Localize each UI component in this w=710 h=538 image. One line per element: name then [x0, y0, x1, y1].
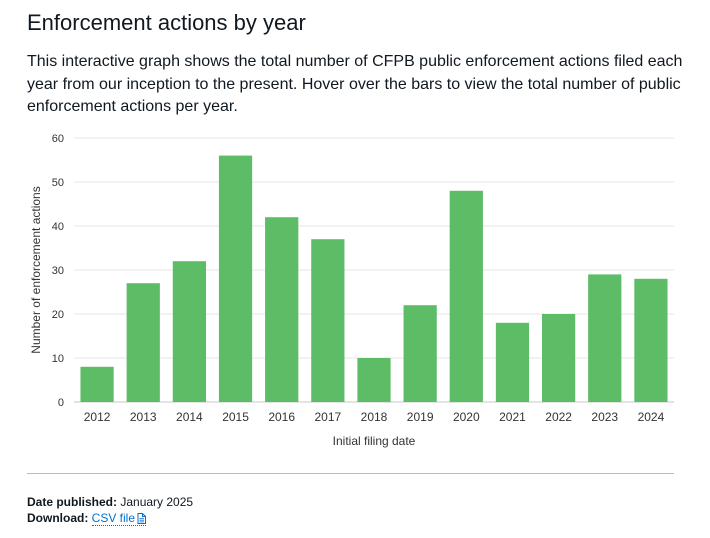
bar-2013[interactable]: [126, 283, 160, 402]
csv-download-link[interactable]: CSV file: [91, 511, 147, 526]
divider: [27, 473, 674, 474]
x-tick-label: 2019: [407, 410, 434, 424]
bar-2019[interactable]: [403, 305, 437, 402]
x-axis-label: Initial filing date: [333, 434, 416, 448]
y-tick-label: 30: [52, 265, 64, 277]
y-tick-label: 40: [52, 221, 64, 233]
x-axis-ticks: 2012 2013 2014 2015 2016 2017 2018 2019 2020 2021…: [84, 410, 665, 424]
bar-2015[interactable]: [218, 155, 253, 402]
x-tick-label: 2018: [361, 410, 388, 424]
bar-2012[interactable]: [80, 366, 114, 402]
y-tick-label: 60: [52, 133, 64, 145]
y-tick-label: 10: [52, 353, 64, 365]
x-tick-label: 2020: [453, 410, 480, 424]
x-tick-label: 2022: [545, 410, 572, 424]
bars: [80, 155, 668, 402]
x-tick-label: 2015: [222, 410, 249, 424]
page-title: Enforcement actions by year: [27, 10, 306, 35]
x-tick-label: 2012: [84, 410, 111, 424]
y-tick-label: 0: [58, 397, 64, 409]
x-tick-label: 2021: [499, 410, 526, 424]
x-tick-label: 2013: [130, 410, 157, 424]
y-axis-label: Number of enforcement actions: [29, 186, 43, 353]
x-tick-label: 2023: [591, 410, 618, 424]
date-published: Date published: January 2025: [27, 494, 193, 510]
y-tick-label: 50: [52, 177, 64, 189]
document-icon: [137, 513, 147, 524]
x-tick-label: 2016: [268, 410, 295, 424]
bar-2014[interactable]: [172, 261, 206, 402]
x-tick-label: 2017: [314, 410, 341, 424]
y-tick-label: 20: [52, 309, 64, 321]
bar-2021[interactable]: [495, 322, 530, 402]
bar-2023[interactable]: [588, 274, 622, 402]
download-label: Download:: [27, 511, 89, 525]
chart-description: This interactive graph shows the total n…: [27, 53, 683, 115]
x-tick-label: 2014: [176, 410, 203, 424]
csv-link-text: CSV file: [91, 511, 136, 525]
bar-2017[interactable]: [311, 239, 345, 402]
bar-2020[interactable]: [449, 190, 483, 402]
bar-2024[interactable]: [634, 278, 668, 402]
date-published-label: Date published:: [27, 495, 118, 509]
date-published-value: January 2025: [120, 495, 194, 509]
x-tick-label: 2024: [638, 410, 665, 424]
bar-2018[interactable]: [357, 358, 391, 402]
download: Download: CSV file: [27, 510, 147, 526]
bar-2016[interactable]: [265, 217, 299, 402]
y-axis-ticks: 0 10 20 30 40 50 60: [52, 133, 64, 409]
bar-2022[interactable]: [542, 314, 576, 402]
